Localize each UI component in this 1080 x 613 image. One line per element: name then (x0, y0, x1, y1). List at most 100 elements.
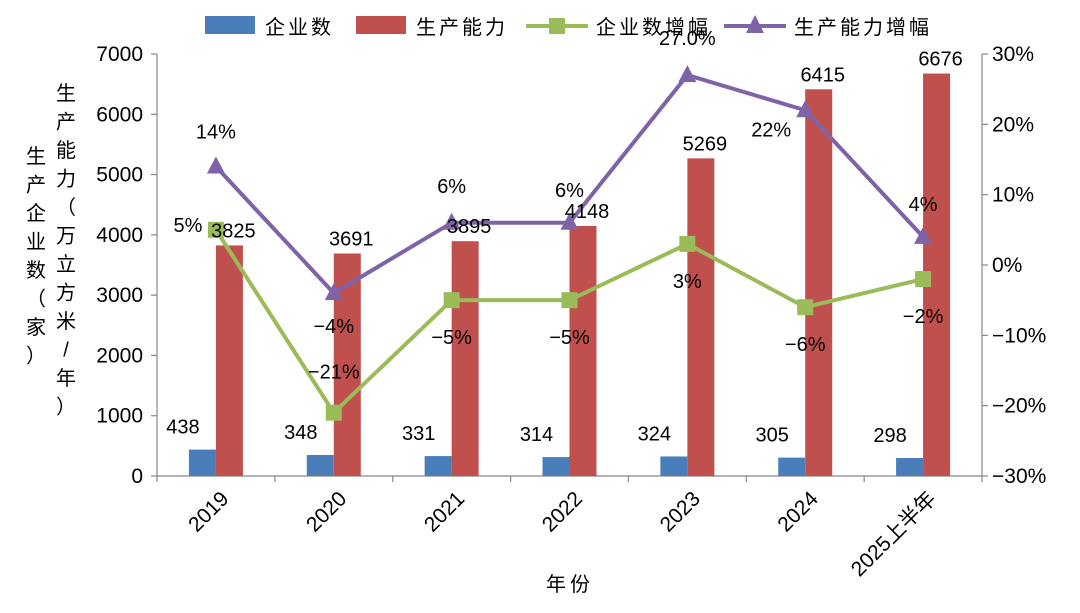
left-tick-label: 1000 (96, 405, 143, 428)
capacity-growth-label: 4% (909, 194, 938, 216)
bar-capacity (687, 158, 715, 477)
legend-swatch (205, 16, 255, 34)
svg-text:）: ） (26, 345, 46, 368)
capacity-growth-label: 22% (751, 119, 791, 141)
svg-text:生: 生 (56, 82, 76, 105)
left-tick-label: 7000 (96, 43, 143, 66)
capacity-growth-marker (560, 212, 579, 230)
bar-capacity (569, 225, 597, 476)
legend-label: 企业数 (265, 16, 334, 39)
enterprise-count-label: 438 (166, 417, 199, 439)
left-tick-label: 6000 (96, 103, 143, 126)
enterprise-growth-marker (679, 235, 696, 252)
svg-text:（: （ (26, 288, 46, 311)
enterprise-growth-marker (325, 404, 342, 421)
svg-text:业: 业 (26, 231, 46, 254)
enterprise-growth-label: −6% (785, 334, 826, 356)
x-tick-label: 2024 (773, 487, 823, 537)
enterprise-count-label: 348 (284, 422, 317, 444)
svg-text:年: 年 (56, 367, 76, 390)
right-tick-label: 10% (992, 184, 1034, 207)
capacity-growth-label: 6% (555, 180, 584, 202)
enterprise-growth-label: −21% (308, 362, 360, 384)
enterprise-count-label: 314 (520, 424, 553, 446)
capacity-label: 4148 (565, 201, 610, 223)
capacity-label: 3691 (329, 228, 374, 250)
data-labels-group: 438 348 331 314 324 305 298 3825 3691 3895 4148 526… (166, 28, 963, 447)
svg-text:数: 数 (26, 259, 46, 282)
enterprise-count-label: 298 (873, 425, 906, 447)
bar-enterprise-count (188, 449, 216, 476)
svg-text:家: 家 (26, 316, 46, 339)
enterprise-growth-label: −5% (549, 327, 590, 349)
capacity-growth-marker (914, 226, 933, 244)
capacity-growth-marker (442, 212, 461, 230)
enterprise-count-label: 324 (638, 423, 671, 445)
svg-text:生: 生 (26, 145, 46, 168)
bar-capacity (451, 241, 479, 476)
svg-text:力: 力 (56, 168, 76, 191)
capacity-growth-marker (206, 156, 225, 174)
svg-text:产: 产 (56, 111, 76, 134)
x-tick-label: 2022 (538, 487, 587, 536)
bar-series-group (188, 73, 951, 477)
left-tick-label: 0 (131, 465, 143, 488)
enterprise-growth-label: 3% (673, 271, 702, 293)
enterprise-growth-marker (561, 292, 578, 309)
x-tick-label: 2023 (656, 487, 705, 536)
bar-enterprise-count (778, 457, 806, 476)
bar-enterprise-count (660, 456, 688, 476)
enterprise-growth-marker (207, 221, 224, 238)
capacity-growth-marker (796, 100, 815, 118)
left-tick-label: 3000 (96, 284, 143, 307)
svg-text:产: 产 (26, 174, 46, 197)
line-series-group (206, 65, 933, 421)
right-tick-label: 0% (992, 254, 1022, 277)
capacity-growth-label: 27.0% (659, 28, 716, 50)
right-tick-label: 20% (992, 113, 1034, 136)
legend-swatch (356, 16, 406, 34)
legend-item: 企业数增幅 (526, 16, 711, 39)
capacity-growth-label: 6% (437, 176, 466, 198)
capacity-growth-marker (324, 283, 343, 301)
right-tick-label: 30% (992, 43, 1034, 66)
bar-enterprise-count (896, 458, 924, 476)
enterprise-count-label: 331 (402, 423, 435, 445)
svg-text:立: 立 (56, 253, 76, 276)
capacity-growth-label: 14% (196, 122, 236, 144)
left-tick-label: 5000 (96, 164, 143, 187)
x-tick-labels: 2019 2020 2021 2022 2023 2024 2025上半年 (184, 487, 940, 581)
svg-text:万: 万 (56, 226, 76, 248)
right-tick-label: −20% (992, 395, 1046, 418)
bar-enterprise-count (542, 457, 570, 476)
enterprise-growth-label: −5% (431, 327, 472, 349)
svg-text:能: 能 (56, 139, 76, 162)
svg-text:）: ） (56, 396, 76, 419)
capacity-growth-marker (678, 65, 697, 83)
x-tick-label: 2021 (420, 487, 469, 536)
legend-item: 生产能力 (356, 16, 508, 39)
svg-text:米: 米 (56, 310, 76, 333)
legend-item: 企业数 (205, 16, 334, 39)
legend-marker (746, 15, 764, 33)
legend-label: 生产能力增幅 (794, 16, 932, 39)
legend-item: 生产能力增幅 (724, 15, 932, 39)
enterprise-count-label: 305 (756, 425, 789, 447)
chart-axes: 0 1000 2000 3000 4000 5000 6000 7000 −30% −20% −10… (96, 43, 1046, 488)
legend-label: 生产能力 (416, 16, 508, 39)
enterprise-growth-marker (443, 292, 460, 309)
bar-enterprise-count (424, 456, 452, 476)
enterprise-growth-marker (915, 271, 932, 288)
capacity-growth-label: −4% (313, 316, 354, 338)
bar-capacity (215, 245, 243, 476)
capacity-label: 6676 (918, 49, 963, 71)
capacity-label: 6415 (800, 64, 845, 86)
capacity-label: 5269 (683, 133, 728, 155)
legend-label: 企业数增幅 (596, 16, 711, 39)
capacity-label: 3825 (211, 220, 256, 242)
svg-text:方: 方 (56, 282, 76, 305)
left-tick-label: 2000 (96, 344, 143, 367)
